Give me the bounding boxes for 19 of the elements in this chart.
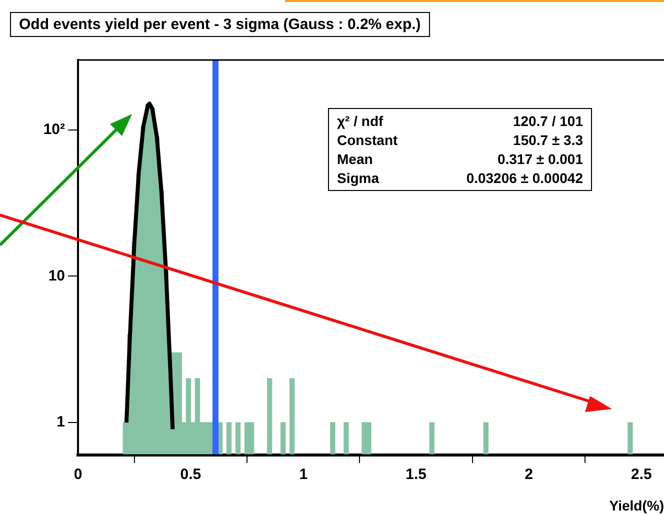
annotation: 0.317 ± 0.001 — [496, 151, 583, 167]
x-axis-title: Yield(%) — [609, 497, 664, 514]
chart-title: Odd events yield per event - 3 sigma (Gauss : 0.2% exp.) — [10, 12, 430, 37]
annotation: Mean — [337, 151, 374, 167]
annotation: 0.03206 ± 0.00042 — [465, 170, 583, 186]
annotation: Constant — [337, 132, 399, 148]
y-tick-label: 1 — [56, 414, 65, 431]
x-tick-label: 0.5 — [180, 466, 202, 484]
annotation: χ² / ndf — [337, 113, 384, 129]
x-tick-label: 2.5 — [631, 466, 652, 484]
x-tick-label: 1.5 — [406, 466, 427, 484]
x-tick-label: 1 — [299, 466, 308, 484]
x-tick-label: 0 — [74, 466, 82, 484]
annotation: 120.7 / 101 — [512, 113, 583, 129]
y-tick-label: 10² — [43, 120, 65, 138]
x-tick-label: 2 — [524, 466, 533, 484]
annotation: Sigma — [337, 170, 380, 186]
annotation: 150.7 ± 3.3 — [512, 132, 583, 148]
y-tick-label: 10 — [48, 267, 65, 284]
